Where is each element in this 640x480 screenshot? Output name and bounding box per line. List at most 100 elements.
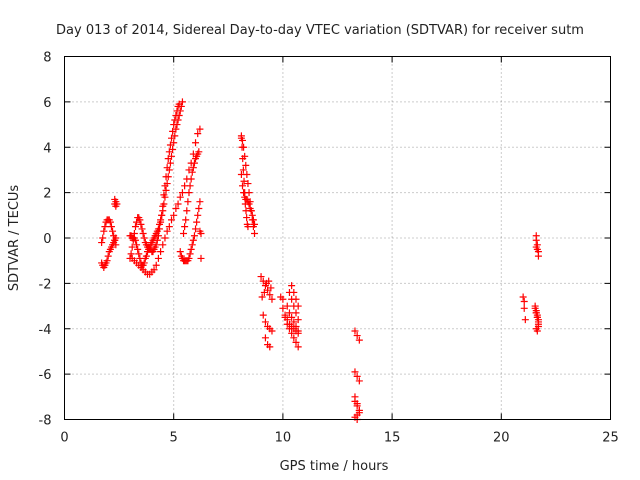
plot-frame xyxy=(64,56,611,420)
data-point xyxy=(183,175,191,183)
data-point xyxy=(189,150,197,158)
data-point xyxy=(159,202,167,210)
data-point xyxy=(112,202,120,210)
data-point xyxy=(165,148,173,156)
data-point xyxy=(290,318,298,326)
data-point xyxy=(136,216,144,224)
data-point xyxy=(355,409,363,417)
data-point xyxy=(283,320,291,328)
x-tick-label: 5 xyxy=(170,431,178,446)
data-point xyxy=(142,252,150,260)
data-point xyxy=(353,372,361,380)
data-point xyxy=(261,334,269,342)
data-point xyxy=(159,241,167,249)
data-point xyxy=(534,318,542,326)
data-point xyxy=(196,198,204,206)
data-point xyxy=(351,368,359,376)
data-point xyxy=(243,214,251,222)
y-tick-label: 6 xyxy=(43,96,51,111)
data-point xyxy=(294,302,302,310)
data-point xyxy=(533,327,541,335)
y-tick-label: 8 xyxy=(43,51,51,66)
data-point xyxy=(173,107,181,115)
data-point xyxy=(519,293,527,301)
y-axis-label: SDTVAR / TECUs xyxy=(7,185,22,292)
data-point xyxy=(175,100,183,108)
data-point xyxy=(187,245,195,253)
data-point xyxy=(111,195,119,203)
data-point xyxy=(353,332,361,340)
data-point xyxy=(187,159,195,167)
data-point xyxy=(112,234,120,242)
data-point xyxy=(351,327,359,335)
x-tick-label: 25 xyxy=(602,431,619,446)
data-point xyxy=(355,336,363,344)
data-point xyxy=(248,216,256,224)
data-point xyxy=(292,309,300,317)
data-point xyxy=(168,134,176,142)
data-point xyxy=(152,261,160,269)
y-tick-label: -2 xyxy=(39,277,52,292)
data-point xyxy=(249,223,257,231)
data-point xyxy=(532,309,540,317)
data-point xyxy=(241,152,249,160)
data-point xyxy=(251,229,259,237)
data-point xyxy=(192,139,200,147)
data-point xyxy=(109,227,117,235)
data-point xyxy=(163,227,171,235)
data-point xyxy=(242,161,250,169)
data-point xyxy=(161,234,169,242)
x-axis-label: GPS time / hours xyxy=(280,459,389,474)
data-point xyxy=(246,198,254,206)
data-point xyxy=(520,298,528,306)
data-point xyxy=(189,164,197,172)
data-point xyxy=(285,325,293,333)
data-point xyxy=(178,189,186,197)
data-point xyxy=(103,257,111,265)
data-point xyxy=(188,241,196,249)
data-point xyxy=(135,250,143,258)
data-point xyxy=(181,223,189,231)
data-point xyxy=(180,229,188,237)
data-point xyxy=(184,198,192,206)
data-point xyxy=(170,211,178,219)
x-tick-label: 0 xyxy=(60,431,68,446)
data-point xyxy=(176,248,184,256)
data-point xyxy=(239,166,247,174)
data-point xyxy=(189,236,197,244)
data-point xyxy=(292,295,300,303)
data-point xyxy=(532,236,540,244)
data-point xyxy=(154,254,162,262)
data-point xyxy=(533,313,541,321)
data-point xyxy=(150,266,158,274)
data-point xyxy=(240,177,248,185)
data-point xyxy=(195,148,203,156)
data-point xyxy=(176,193,184,201)
data-point xyxy=(237,132,245,140)
data-point xyxy=(106,218,114,226)
data-point xyxy=(152,241,160,249)
data-point xyxy=(101,223,109,231)
data-point xyxy=(531,304,539,312)
y-tick-label: -8 xyxy=(39,414,52,429)
data-point xyxy=(285,309,293,317)
data-point xyxy=(281,313,289,321)
data-point xyxy=(247,207,255,215)
data-point xyxy=(161,182,169,190)
data-point xyxy=(290,334,298,342)
data-point xyxy=(107,223,115,231)
data-point xyxy=(193,218,201,226)
data-point xyxy=(194,211,202,219)
data-point xyxy=(131,223,139,231)
data-point xyxy=(128,243,136,251)
data-point xyxy=(100,227,108,235)
data-point xyxy=(157,218,165,226)
data-point xyxy=(294,343,302,351)
data-point xyxy=(160,191,168,199)
data-point xyxy=(158,211,166,219)
data-point xyxy=(153,236,161,244)
data-point xyxy=(279,304,287,312)
data-point xyxy=(140,259,148,267)
data-point xyxy=(172,205,180,213)
